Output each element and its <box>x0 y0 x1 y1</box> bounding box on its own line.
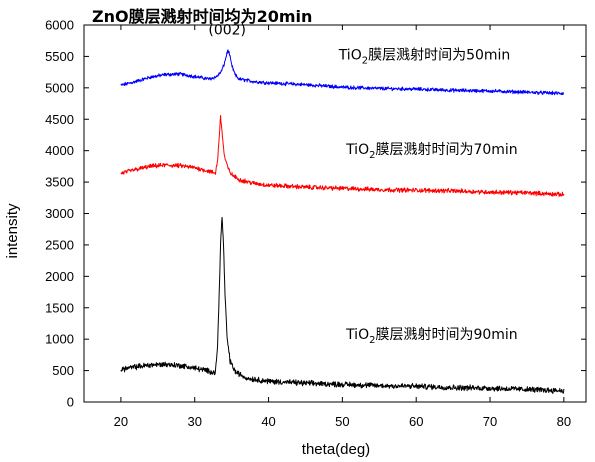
x-tick-label: 60 <box>409 414 423 429</box>
x-tick-label: 80 <box>557 414 571 429</box>
series-line-0 <box>120 49 565 96</box>
series-label-1: TiO2膜层溅射时间为70min <box>345 142 518 161</box>
y-tick-label: 3000 <box>45 206 74 221</box>
y-tick-label: 1000 <box>45 332 74 347</box>
y-tick-label: 4000 <box>45 143 74 158</box>
y-tick-label: 5500 <box>45 49 74 64</box>
plot-area <box>83 24 587 403</box>
y-tick-label: 0 <box>67 395 74 410</box>
x-axis-title: theta(deg) <box>302 441 370 458</box>
y-tick-label: 4500 <box>45 112 74 127</box>
x-axis-ticks: 20 30 40 50 60 70 80 <box>114 25 571 429</box>
series-label-2: TiO2膜层溅射时间为90min <box>345 327 518 346</box>
series-line-2 <box>120 216 565 394</box>
series-label-0: TiO2膜层溅射时间为50min <box>338 48 511 67</box>
y-tick-label: 2500 <box>45 237 74 252</box>
y-tick-label: 500 <box>52 363 74 378</box>
x-tick-label: 30 <box>188 414 202 429</box>
y-tick-label: 3500 <box>45 175 74 190</box>
y-axis-ticks: 0 500 1000 1500 2000 2500 3000 3500 4000 4500 5000… <box>45 18 586 410</box>
y-tick-label: 1500 <box>45 300 74 315</box>
series-layer <box>120 49 565 394</box>
y-tick-label: 6000 <box>45 18 74 33</box>
x-tick-label: 40 <box>261 414 275 429</box>
series-labels: TiO2膜层溅射时间为50min TiO2膜层溅射时间为70min TiO2膜层溅射… <box>338 48 518 347</box>
y-tick-label: 2000 <box>45 269 74 284</box>
x-tick-label: 70 <box>483 414 497 429</box>
y-tick-label: 5000 <box>45 80 74 95</box>
y-axis-title: intensity <box>4 203 21 259</box>
chart-title: ZnO膜层溅射时间均为20min <box>92 7 312 26</box>
series-line-1 <box>120 114 565 197</box>
x-tick-label: 20 <box>114 414 128 429</box>
x-tick-label: 50 <box>335 414 349 429</box>
peak-label: (002) <box>208 22 246 38</box>
